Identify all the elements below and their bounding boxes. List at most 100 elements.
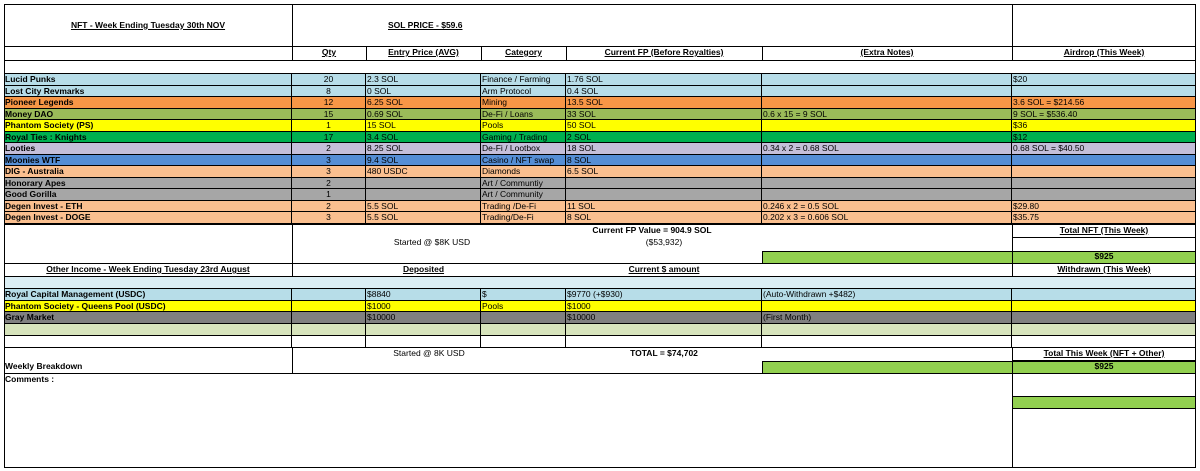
nft-category: De-Fi / Loans xyxy=(481,108,566,120)
nft-name: DIG - Australia xyxy=(4,166,292,178)
income-amount: $9770 (+$930) xyxy=(566,289,762,301)
income-name: Phantom Society - Queens Pool (USDC) xyxy=(4,300,292,312)
total-value: TOTAL = $74,702 xyxy=(630,348,698,358)
grid-line xyxy=(4,223,1196,225)
income-deposited: $10000 xyxy=(366,312,481,324)
grid-line xyxy=(566,46,567,60)
nft-extra-notes xyxy=(762,154,1012,166)
nft-entry-price: 15 SOL xyxy=(366,120,481,132)
income-blank xyxy=(292,289,366,301)
nft-qty: 2 xyxy=(292,177,366,189)
nft-extra-notes xyxy=(762,85,1012,97)
nft-category: Art / Community xyxy=(481,189,566,201)
income-deposited: $8840 xyxy=(366,289,481,301)
nft-current-fp: 2 SOL xyxy=(566,131,762,143)
nft-extra-notes xyxy=(762,131,1012,143)
nft-current-fp: 11 SOL xyxy=(566,200,762,212)
nft-extra-notes xyxy=(762,97,1012,109)
income-notes xyxy=(762,300,1012,312)
total-nft-bar xyxy=(762,251,1012,263)
started-nft: Started @ $8K USD xyxy=(393,237,471,247)
blank-row xyxy=(566,324,762,336)
nft-entry-price xyxy=(366,177,481,189)
income-notes: (First Month) xyxy=(762,312,1012,324)
nft-category: Diamonds xyxy=(481,166,566,178)
col-header-current-fp: Current FP (Before Royalties) xyxy=(604,47,724,57)
nft-extra-notes: 0.202 x 3 = 0.606 SOL xyxy=(762,212,1012,224)
started-other: Started @ 8K USD xyxy=(393,348,465,358)
comments-label: Comments : xyxy=(5,374,55,384)
nft-current-fp: 50 SOL xyxy=(566,120,762,132)
nft-category: Arm Protocol xyxy=(481,85,566,97)
grid-line xyxy=(1012,264,1013,276)
nft-name: Honorary Apes xyxy=(4,177,292,189)
grid-line xyxy=(4,73,1196,74)
nft-airdrop: $29.80 xyxy=(1012,200,1196,212)
nft-entry-price: 9.4 SOL xyxy=(366,154,481,166)
income-name: Royal Capital Management (USDC) xyxy=(4,289,292,301)
col-header-airdrop: Airdrop (This Week) xyxy=(1063,47,1145,57)
grid-line xyxy=(292,4,293,46)
nft-qty: 3 xyxy=(292,154,366,166)
current-fp-usd: ($53,932) xyxy=(645,237,683,247)
blank-row xyxy=(762,336,1012,348)
col-header-category: Category xyxy=(505,47,542,57)
nft-qty: 15 xyxy=(292,108,366,120)
grid-line xyxy=(1012,4,1013,46)
nft-entry-price: 3.4 SOL xyxy=(366,131,481,143)
income-amount: $10000 xyxy=(566,312,762,324)
nft-airdrop: $36 xyxy=(1012,120,1196,132)
nft-category: Art / Communtiy xyxy=(481,177,566,189)
col-header-deposited: Deposited xyxy=(402,264,445,274)
grid-line xyxy=(762,251,1196,252)
grid-line xyxy=(4,276,1196,277)
nft-airdrop: 9 SOL = $536.40 xyxy=(1012,108,1196,120)
nft-entry-price: 5.5 SOL xyxy=(366,200,481,212)
nft-airdrop xyxy=(1012,85,1196,97)
nft-current-fp xyxy=(566,177,762,189)
nft-current-fp: 18 SOL xyxy=(566,143,762,155)
nft-name: Money DAO xyxy=(4,108,292,120)
nft-current-fp: 6.5 SOL xyxy=(566,166,762,178)
nft-qty: 8 xyxy=(292,85,366,97)
income-category: $ xyxy=(481,289,566,301)
nft-category: Pools xyxy=(481,120,566,132)
nft-name: Pioneer Legends xyxy=(4,97,292,109)
nft-airdrop xyxy=(1012,177,1196,189)
nft-airdrop: $35.75 xyxy=(1012,212,1196,224)
total-week-label: Total This Week (NFT + Other) xyxy=(1043,348,1165,358)
grid-line xyxy=(762,251,763,263)
grid-line xyxy=(4,263,1196,264)
nft-extra-notes: 0.6 x 15 = 9 SOL xyxy=(762,108,1012,120)
blank-row xyxy=(762,324,1012,336)
nft-category: Gaming / Trading xyxy=(481,131,566,143)
nft-qty: 12 xyxy=(292,97,366,109)
grid-line xyxy=(1012,46,1013,60)
income-category xyxy=(481,312,566,324)
grid-line xyxy=(292,264,293,276)
nft-extra-notes xyxy=(762,74,1012,86)
grid-line xyxy=(292,46,293,60)
nft-entry-price: 2.3 SOL xyxy=(366,74,481,86)
nft-current-fp: 8 SOL xyxy=(566,212,762,224)
grid-line xyxy=(4,60,1196,61)
nft-name: Moonies WTF xyxy=(4,154,292,166)
spreadsheet: NFT - Week Ending Tuesday 30th NOV SOL PR… xyxy=(4,4,1196,468)
weekly-breakdown: Weekly Breakdown xyxy=(5,361,83,371)
blank-row xyxy=(4,324,292,336)
nft-qty: 20 xyxy=(292,74,366,86)
total-week-value: $925 xyxy=(1012,361,1196,373)
nft-current-fp: 8 SOL xyxy=(566,154,762,166)
nft-airdrop: 3.6 SOL = $214.56 xyxy=(1012,97,1196,109)
nft-extra-notes xyxy=(762,189,1012,201)
total-nft-value: $925 xyxy=(1012,251,1196,263)
grid-line xyxy=(4,46,1196,47)
nft-name: Lost City Revmarks xyxy=(4,85,292,97)
grid-line xyxy=(4,373,1196,374)
nft-extra-notes: 0.246 x 2 = 0.5 SOL xyxy=(762,200,1012,212)
nft-airdrop xyxy=(1012,189,1196,201)
income-blank xyxy=(292,300,366,312)
grid-line xyxy=(292,225,293,263)
sol-price: SOL PRICE - $59.6 xyxy=(388,20,463,30)
income-withdrawn xyxy=(1012,300,1196,312)
